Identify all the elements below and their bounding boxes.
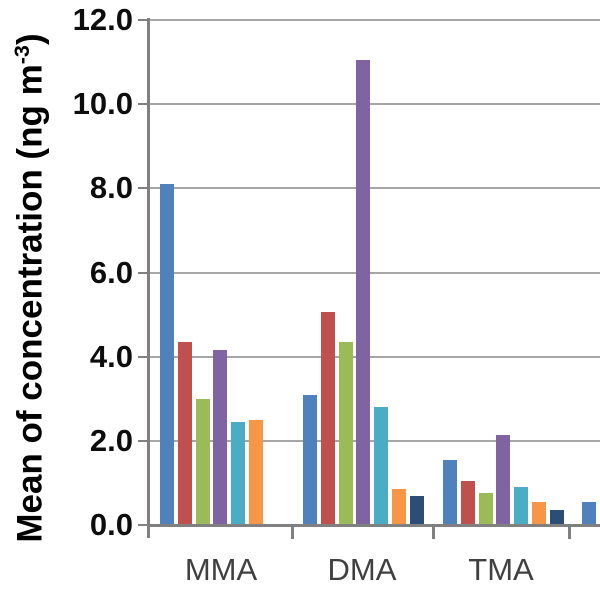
category-label-tma: TMA	[468, 552, 534, 587]
category-tick-mark	[568, 525, 571, 539]
category-tick-mark	[291, 525, 294, 539]
bar-blue-tma	[443, 459, 457, 525]
y-tick-label: 2.0	[89, 422, 133, 458]
bar-orange-dma	[391, 489, 406, 525]
bar-blue-mma	[160, 184, 174, 525]
gridline	[149, 271, 600, 274]
x-axis-line	[147, 524, 600, 527]
y-tick-mark	[138, 439, 149, 442]
y-tick-mark	[138, 524, 149, 526]
y-axis-line	[147, 18, 150, 538]
bar-green-tma	[478, 493, 493, 525]
y-axis-title-superscript: -3	[9, 45, 34, 65]
y-axis-title-text: Mean of concentration (ng m	[10, 64, 50, 543]
bar-purple-dma	[356, 59, 371, 525]
bar-blue-offscreen-category	[582, 501, 596, 525]
y-tick-mark	[138, 271, 149, 274]
bar-cyan-mma	[231, 421, 245, 525]
gridline	[149, 355, 600, 358]
y-tick-label: 10.0	[72, 86, 133, 122]
gridline	[149, 19, 600, 21]
bar-dark-blue-tma	[549, 510, 564, 525]
y-tick-mark	[138, 103, 149, 106]
bar-blue-dma	[303, 394, 317, 525]
bar-dark-blue-dma	[409, 495, 424, 525]
category-label-mma: MMA	[184, 552, 258, 587]
bar-orange-mma	[248, 419, 263, 525]
gridline	[149, 187, 600, 190]
y-tick-mark	[138, 187, 149, 190]
bar-red-mma	[177, 341, 192, 525]
category-tick-mark	[432, 525, 435, 539]
gridline	[149, 103, 600, 106]
category-label-dma: DMA	[327, 552, 397, 587]
bar-purple-mma	[213, 350, 228, 525]
y-tick-label: 8.0	[89, 170, 133, 206]
y-tick-label: 6.0	[89, 254, 133, 290]
bar-purple-tma	[496, 434, 511, 525]
bar-green-dma	[338, 341, 353, 525]
bar-red-tma	[460, 480, 475, 525]
bar-green-mma	[195, 398, 210, 525]
bar-orange-tma	[531, 501, 546, 525]
bar-cyan-tma	[514, 487, 528, 525]
y-tick-label: 0.0	[89, 507, 133, 542]
y-tick-mark	[138, 355, 149, 358]
y-tick-label: 12.0	[72, 2, 133, 37]
bar-cyan-dma	[374, 407, 388, 525]
y-tick-label: 4.0	[89, 338, 133, 374]
y-tick-mark	[138, 19, 149, 21]
bar-red-dma	[320, 312, 335, 525]
